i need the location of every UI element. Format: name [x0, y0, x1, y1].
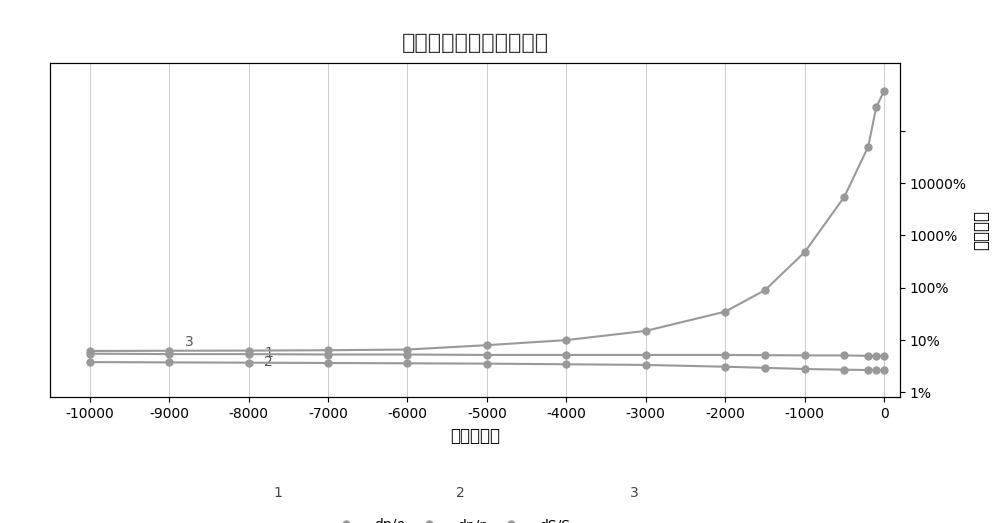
Title: 相对误差随反应性的变化: 相对误差随反应性的变化 [401, 33, 549, 53]
Y-axis label: 相对误差: 相对误差 [972, 210, 990, 250]
Text: 1: 1 [264, 346, 273, 360]
Text: 1: 1 [274, 486, 282, 499]
Text: 3: 3 [630, 486, 638, 499]
X-axis label: 坐标轴标题: 坐标轴标题 [450, 427, 500, 445]
Text: 2: 2 [456, 486, 464, 499]
Text: 2: 2 [264, 355, 273, 369]
Legend: dp/ρ, dn/n, dS/S: dp/ρ, dn/n, dS/S [323, 513, 576, 523]
Text: 3: 3 [185, 335, 194, 349]
